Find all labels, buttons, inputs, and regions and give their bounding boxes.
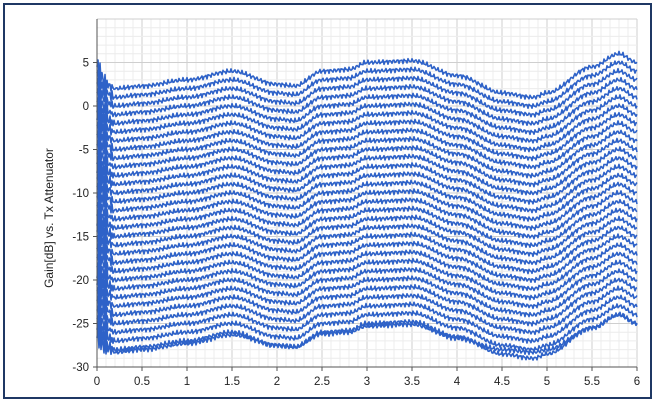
x-tick-label: 0 [94, 376, 100, 388]
series-line [96, 103, 638, 153]
series-line [96, 259, 638, 310]
series-line [96, 50, 638, 100]
series-line [96, 303, 638, 353]
y-tick-labels: -30 -25 -20 -15 -10 -5 0 5 [72, 58, 97, 374]
x-tick-label: 5 [544, 376, 550, 388]
series-line [96, 242, 638, 292]
x-tick-label: 4.5 [494, 376, 510, 388]
y-tick-label: -5 [79, 145, 89, 157]
series-line [96, 163, 638, 214]
series-line [96, 85, 638, 136]
x-tick-label: 2 [274, 376, 280, 388]
series-line [96, 129, 638, 179]
y-tick-label: -20 [72, 275, 89, 287]
series-line [96, 155, 638, 205]
series-line [96, 189, 638, 240]
x-tick-label: 1.5 [224, 376, 240, 388]
series-line [96, 94, 638, 144]
series-line [96, 146, 638, 196]
series-line [96, 225, 638, 275]
y-axis-label: Gain[dB] vs. Tx Attenuator [42, 148, 56, 288]
series-line [96, 172, 638, 222]
x-tick-label: 6 [634, 376, 640, 388]
x-tick-label: 2.5 [314, 376, 330, 388]
x-tick-label: 5.5 [584, 376, 600, 388]
x-tick-label: 3.5 [404, 376, 420, 388]
x-tick-label: 3 [364, 376, 370, 388]
y-tick-label: 0 [83, 101, 89, 113]
y-tick-label: -10 [72, 188, 89, 200]
y-tick-label: -15 [72, 232, 89, 244]
y-tick-label: -25 [72, 319, 89, 331]
series-line [96, 181, 637, 231]
series-line [96, 251, 638, 301]
x-tick-label: 1 [184, 376, 190, 388]
series-line [96, 67, 638, 118]
series-line [96, 233, 638, 283]
series-line [96, 312, 638, 356]
y-tick-label: 5 [83, 58, 89, 70]
series-line [96, 60, 638, 109]
series-line [96, 76, 638, 127]
x-tick-labels: 0 0.5 1 1.5 2 2.5 3 3.5 4 4.5 5 5.5 6 [94, 367, 640, 388]
series-line [96, 277, 638, 327]
series-line [96, 111, 638, 162]
series-line [96, 137, 638, 188]
x-tick-label: 0.5 [134, 376, 150, 388]
series-line [96, 198, 638, 248]
series-line [96, 268, 638, 318]
series-line [96, 120, 638, 170]
y-tick-label: -30 [72, 362, 89, 374]
x-tick-label: 4 [454, 376, 461, 388]
series-line [96, 215, 638, 266]
series-line [96, 285, 638, 336]
series-line [96, 207, 638, 258]
series-line [96, 294, 638, 344]
series-layer [96, 50, 638, 361]
